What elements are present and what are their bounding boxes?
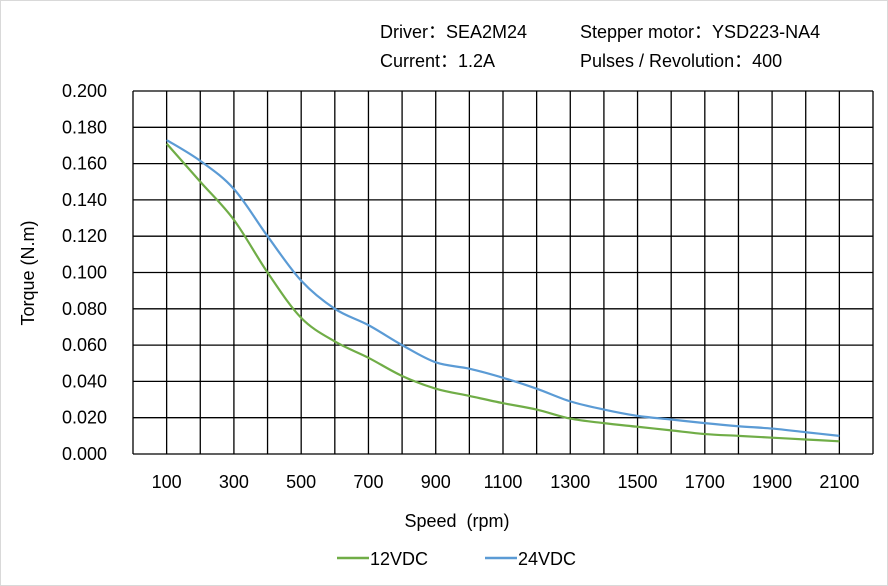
x-tick-label: 700 bbox=[353, 472, 383, 492]
x-tick-label: 1900 bbox=[752, 472, 792, 492]
x-tick-label: 500 bbox=[286, 472, 316, 492]
y-tick-label: 0.140 bbox=[62, 190, 107, 210]
x-tick-label: 1500 bbox=[618, 472, 658, 492]
series-line-24vdc bbox=[166, 139, 840, 437]
driver-label: Driver：SEA2M24 bbox=[380, 22, 528, 42]
y-tick-label: 0.100 bbox=[62, 263, 107, 283]
current-label: Current：1.2A bbox=[380, 51, 496, 71]
x-axis-label: Speed (rpm) bbox=[404, 511, 509, 531]
grid bbox=[132, 90, 874, 455]
y-tick-label: 0.020 bbox=[62, 408, 107, 428]
legend-label-24vdc: 24VDC bbox=[518, 549, 576, 569]
x-tick-label: 1300 bbox=[550, 472, 590, 492]
motor-label: Stepper motor：YSD223-NA4 bbox=[580, 22, 821, 42]
y-tick-label: 0.000 bbox=[62, 444, 107, 464]
series-lines bbox=[165, 139, 840, 443]
tick-labels: 100 300 500 700 900 1100 1300 1500 1700 1900 2100 0… bbox=[62, 81, 859, 492]
x-tick-label: 100 bbox=[152, 472, 182, 492]
x-tick-label: 300 bbox=[219, 472, 249, 492]
x-tick-label: 1100 bbox=[484, 472, 523, 492]
legend-label-12vdc: 12VDC bbox=[370, 549, 428, 569]
y-tick-label: 0.160 bbox=[62, 154, 107, 174]
x-tick-label: 900 bbox=[421, 472, 451, 492]
series-line-12vdc bbox=[165, 142, 840, 443]
y-tick-label: 0.200 bbox=[62, 81, 107, 101]
y-axis-label: Torque (N.m) bbox=[18, 220, 38, 325]
y-tick-label: 0.080 bbox=[62, 299, 107, 319]
pulses-label: Pulses / Revolution：400 bbox=[580, 51, 783, 71]
y-tick-label: 0.180 bbox=[62, 117, 107, 137]
legend: 12VDC 24VDC bbox=[337, 549, 576, 569]
x-tick-label: 1700 bbox=[685, 472, 725, 492]
y-tick-label: 0.060 bbox=[62, 335, 107, 355]
y-tick-label: 0.120 bbox=[62, 226, 107, 246]
y-tick-label: 0.040 bbox=[62, 371, 107, 391]
x-tick-label: 2100 bbox=[819, 472, 859, 492]
